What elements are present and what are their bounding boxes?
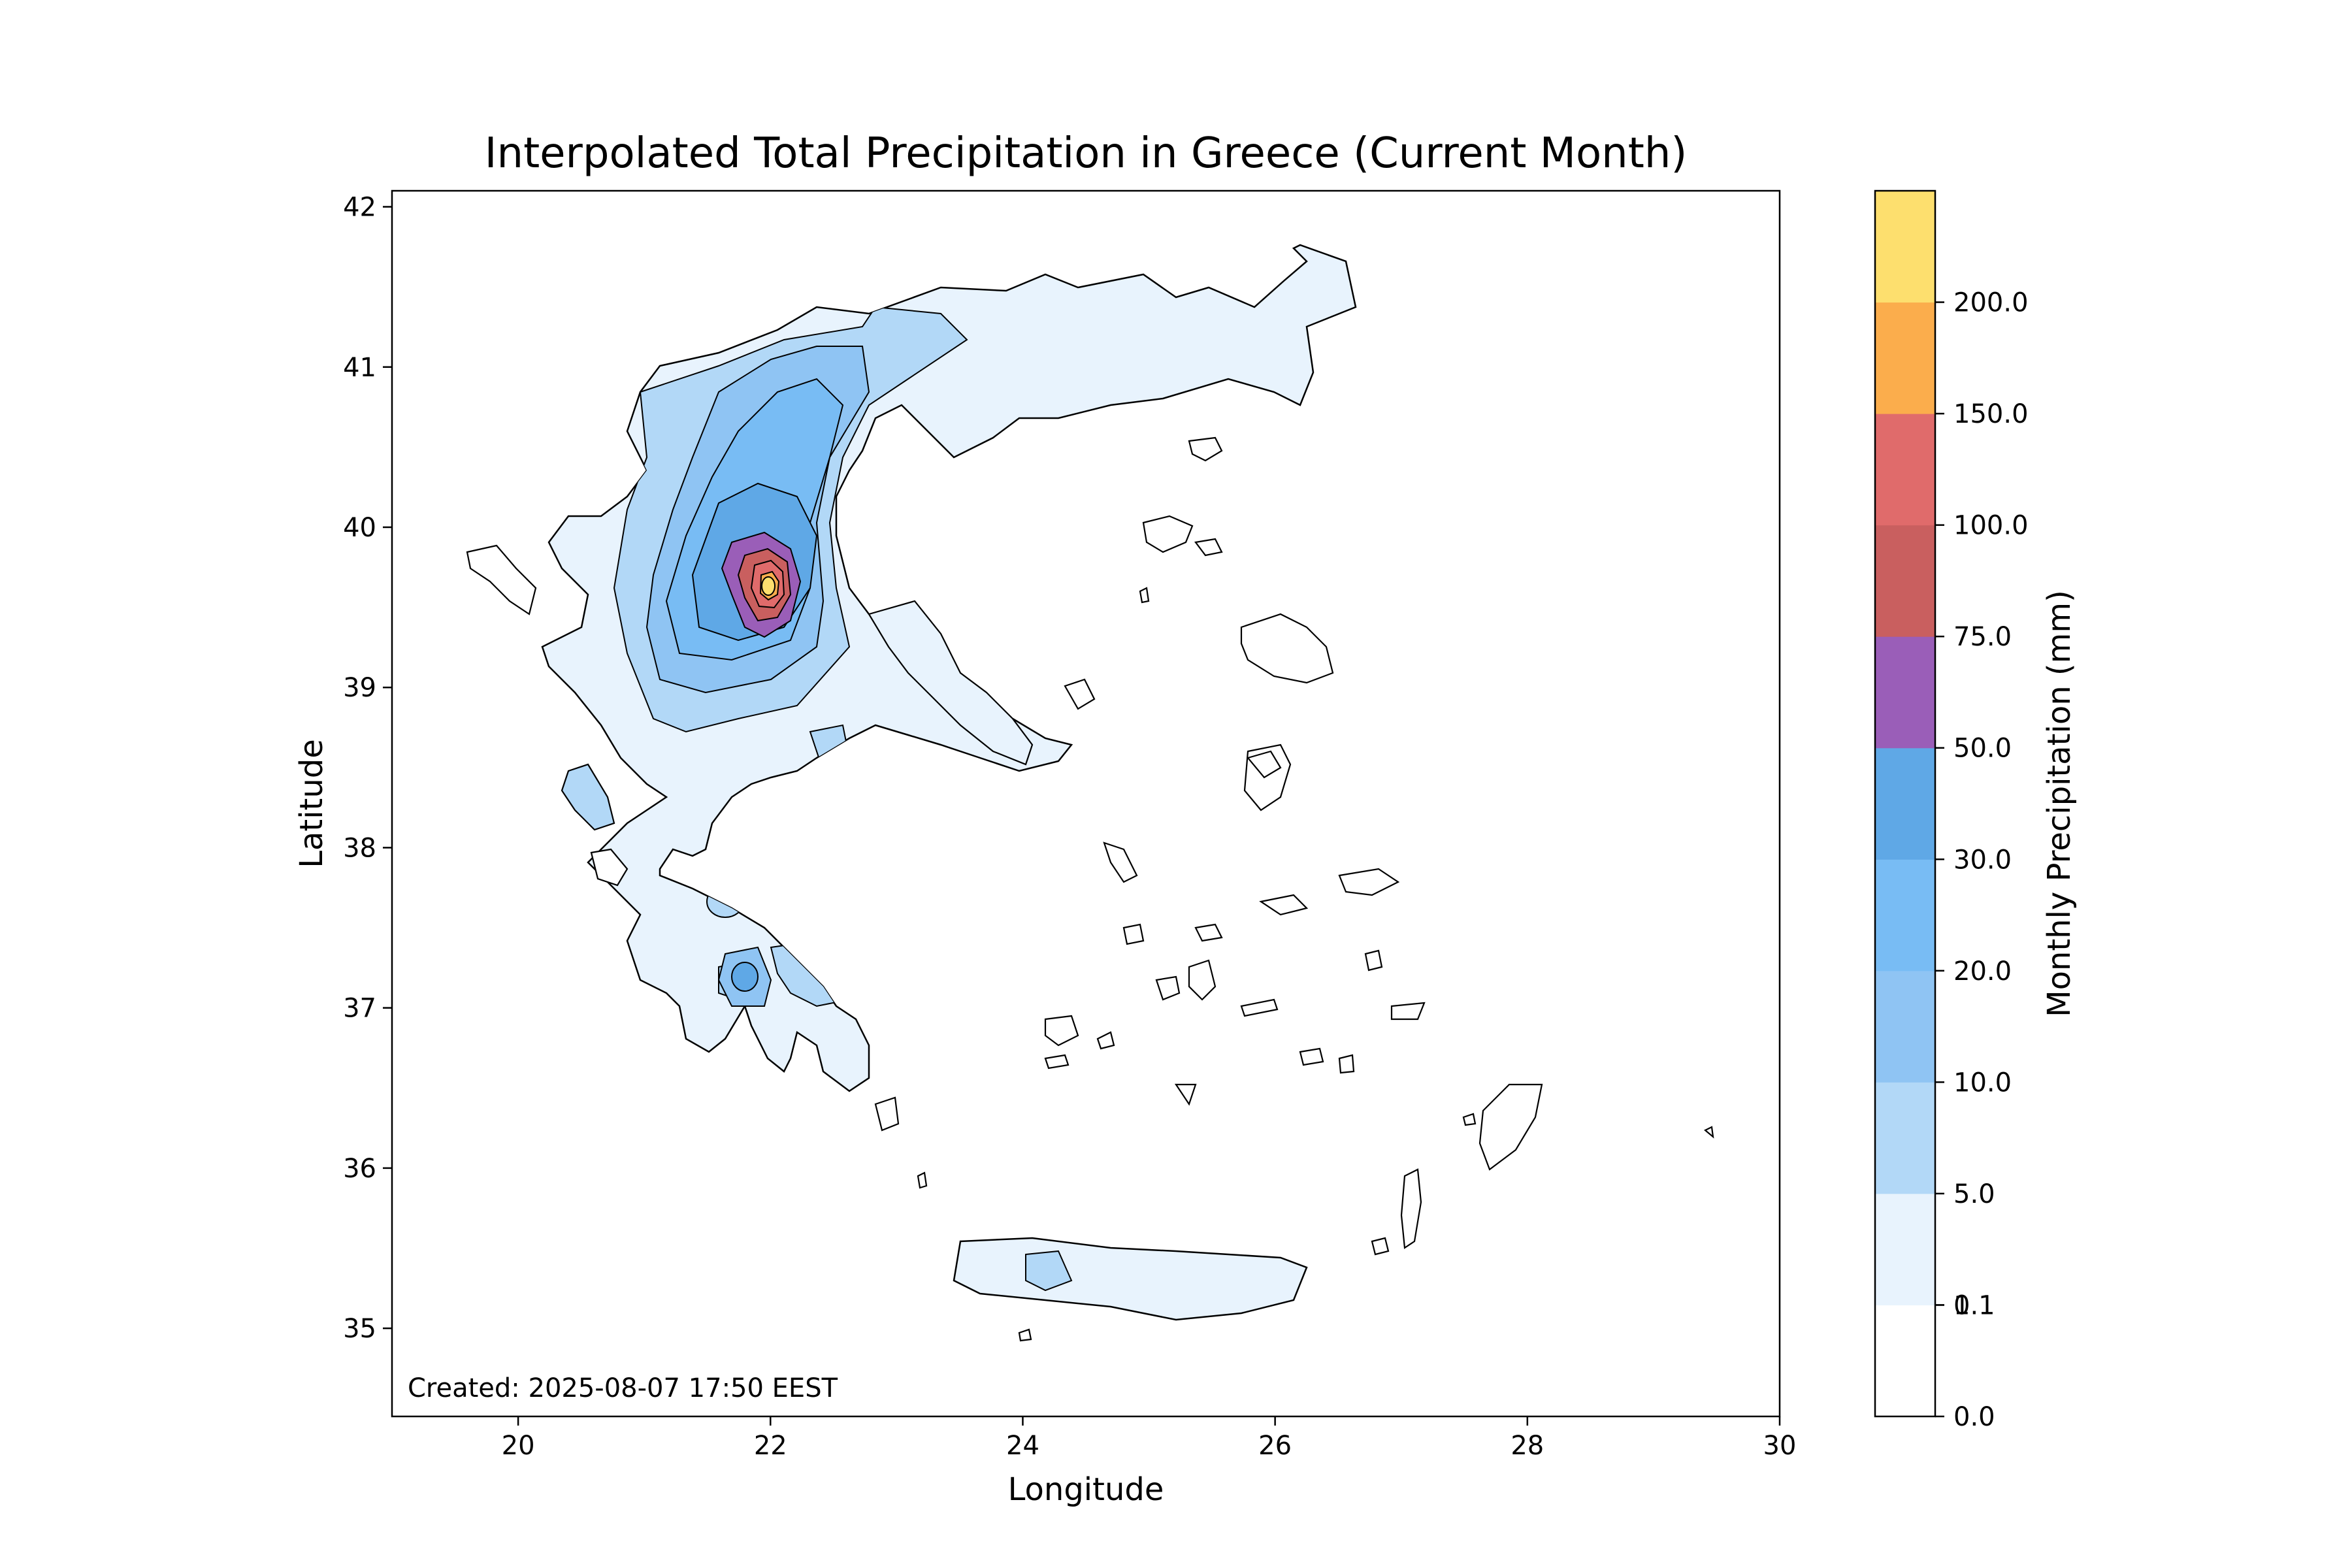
y-tick-label-0: 35 [343, 1314, 376, 1344]
island-milos [1044, 1015, 1079, 1047]
colorbar-bin-10 [1875, 191, 1935, 303]
colorbar-tick-label-8: 75.0 [1953, 622, 2012, 652]
y-tick-label-3: 38 [343, 833, 376, 863]
island-small-3 [1139, 587, 1150, 604]
island-small-6 [1096, 1031, 1115, 1050]
island-kythira [874, 1096, 900, 1132]
x-tick-label-4: 28 [1511, 1431, 1544, 1461]
colorbar-bins [1875, 191, 1935, 1417]
island-kasos [1371, 1237, 1390, 1256]
island-samos [1338, 868, 1400, 896]
island-kefalonia [561, 763, 615, 831]
y-tick-label-6: 41 [343, 353, 376, 383]
island-euboea [868, 600, 1034, 766]
island-small-2 [1462, 1113, 1477, 1126]
x-tick-label-3: 26 [1258, 1431, 1292, 1461]
island-leros [1364, 949, 1383, 972]
island-corfu [466, 544, 537, 615]
colorbar-bin-3 [1875, 970, 1935, 1083]
colorbar-bin-9 [1875, 302, 1935, 414]
island-kastellorizo [1704, 1126, 1714, 1139]
x-tick-label-5: 30 [1763, 1431, 1797, 1461]
island-syros [1122, 923, 1145, 945]
colorbar-tick-label-10: 150.0 [1953, 399, 2029, 429]
plot-frame [391, 189, 1781, 1418]
island-lesvos [1240, 613, 1334, 684]
x-axis: 20 22 24 26 28 30 [502, 1416, 1797, 1461]
colorbar-tick-label-7: 50.0 [1953, 734, 2012, 764]
chart-title: Interpolated Total Precipitation in Gree… [485, 129, 1688, 178]
colorbar-tick-label-1: 0.1 [1953, 1290, 1995, 1320]
island-thassos [1188, 436, 1223, 462]
y-axis-label: Latitude [293, 739, 330, 868]
colorbar-tick-label-3: 5.0 [1953, 1179, 1995, 1209]
created-timestamp: Created: 2025-08-07 17:50 EEST [408, 1373, 838, 1403]
y-tick-label-4: 39 [343, 673, 376, 703]
plot-area [391, 189, 1781, 1418]
island-lemnos [1142, 515, 1194, 553]
colorbar-bin-5 [1875, 747, 1935, 860]
colorbar-tick-label-6: 30.0 [1953, 845, 2012, 875]
y-tick-label-2: 37 [343, 994, 376, 1024]
y-axis: 35 36 37 38 39 40 41 42 [343, 193, 392, 1344]
colorbar-label: Monthly Precipitation (mm) [2041, 590, 2078, 1017]
colorbar-tick-label-2: 1 [1953, 1290, 1970, 1320]
band-200-peak [761, 576, 776, 596]
island-santorini [1174, 1083, 1197, 1106]
y-tick-label-1: 36 [343, 1154, 376, 1184]
island-small-1 [917, 1171, 928, 1189]
island-kos [1390, 1002, 1426, 1021]
island-andros [1103, 841, 1138, 883]
island-sporades [1064, 678, 1096, 710]
island-tinos [1194, 923, 1223, 942]
colorbar-tick-label-5: 20.0 [1953, 956, 2012, 987]
island-paros [1155, 975, 1181, 1001]
y-tick-label-5: 40 [343, 513, 376, 543]
colorbar-bin-1 [1875, 1193, 1935, 1305]
colorbar-bin-6 [1875, 636, 1935, 749]
island-skyros [1247, 750, 1282, 779]
colorbar-bin-2 [1875, 1082, 1935, 1194]
island-rhodes [1478, 1083, 1543, 1171]
x-axis-label: Longitude [1008, 1471, 1164, 1508]
colorbar-bin-8 [1875, 414, 1935, 526]
colorbar: 0.0 0.11 5.0 10.0 20.0 30.0 50.0 75.0 100.0 150.0… [1874, 189, 2029, 1432]
x-tick-label-2: 24 [1006, 1431, 1039, 1461]
island-samothrace [1194, 538, 1223, 557]
colorbar-bin-0 [1875, 1305, 1935, 1417]
colorbar-tick-label-9: 100.0 [1953, 511, 2029, 541]
colorbar-frame [1874, 189, 1936, 1418]
x-tick-label-1: 22 [754, 1431, 787, 1461]
island-zakynthos [590, 848, 629, 887]
band-5-crete [1025, 1250, 1073, 1292]
colorbar-ticks: 0.0 0.11 5.0 10.0 20.0 30.0 50.0 75.0 100.0 150.0… [1935, 288, 2029, 1432]
colorbar-tick-label-11: 200.0 [1953, 288, 2029, 318]
colorbar-bin-7 [1875, 525, 1935, 637]
island-gavdos [1018, 1328, 1032, 1342]
islands [466, 436, 1714, 1342]
island-naxos [1188, 959, 1217, 1001]
colorbar-tick-label-0: 0.0 [1953, 1402, 1995, 1432]
island-ikaria [1259, 894, 1309, 916]
island-astypalaia [1299, 1047, 1324, 1066]
colorbar-bin-4 [1875, 859, 1935, 972]
colorbar-tick-label-4: 10.0 [1953, 1068, 2012, 1098]
x-tick-label-0: 20 [502, 1431, 535, 1461]
band-20-messinia [731, 962, 759, 992]
island-small-4 [1338, 1054, 1355, 1074]
island-small-5 [1044, 1054, 1070, 1070]
y-tick-label-7: 42 [343, 193, 376, 223]
island-karpathos [1400, 1168, 1422, 1249]
island-amorgos [1240, 998, 1279, 1017]
